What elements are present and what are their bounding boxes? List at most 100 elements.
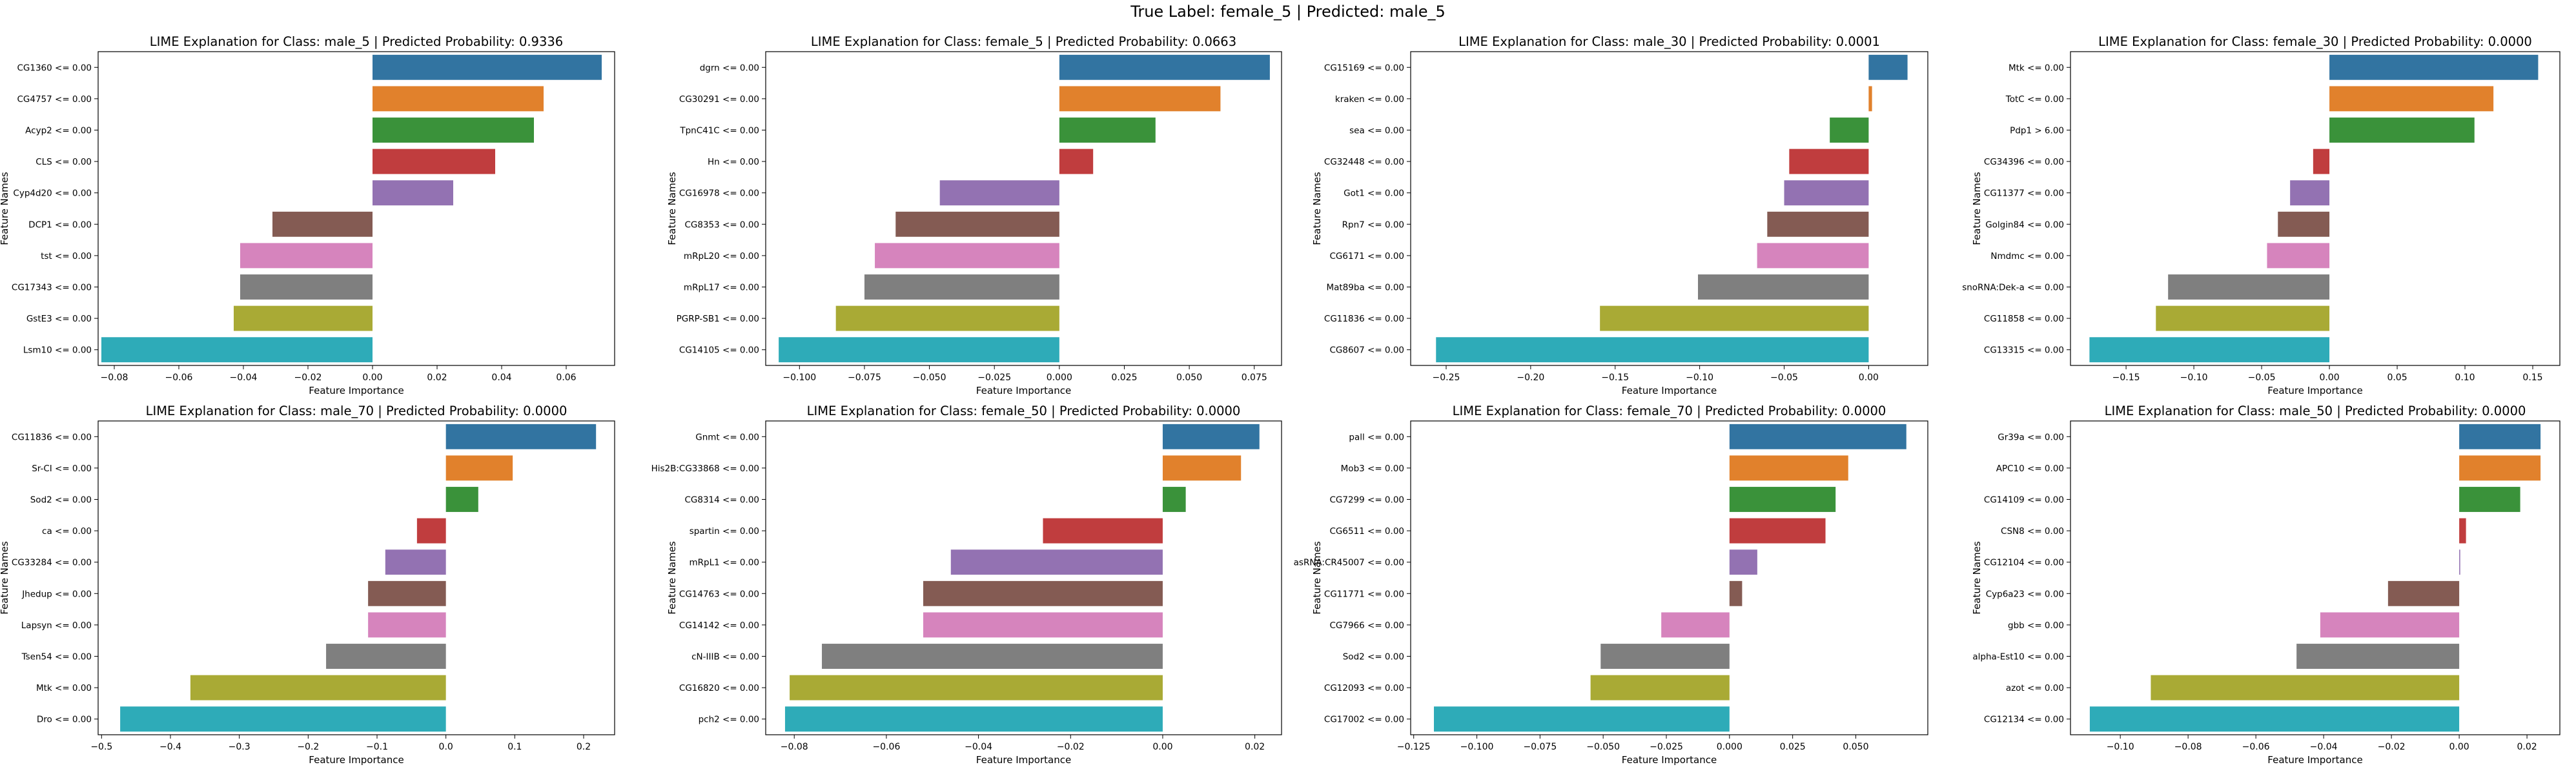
x-tick-label: −0.15 — [1601, 373, 1629, 383]
panel-title: LIME Explanation for Class: female_70 | … — [1453, 404, 1886, 418]
importance-bar — [1729, 549, 1757, 575]
lime-panel: LIME Explanation for Class: male_30 | Pr… — [1311, 34, 1928, 396]
y-tick-label: Golgin84 <= 0.00 — [1985, 220, 2064, 230]
importance-bar — [445, 424, 597, 449]
importance-bar — [416, 518, 446, 544]
y-tick-label: mRpL20 <= 0.00 — [684, 251, 759, 261]
x-tick-label: −0.2 — [297, 742, 319, 752]
importance-bar — [2296, 644, 2460, 669]
x-tick-label: 0.00 — [1152, 742, 1172, 752]
importance-bar — [445, 487, 478, 512]
importance-bar — [1059, 118, 1156, 143]
importance-bar — [2151, 675, 2460, 701]
y-tick-label: GstE3 <= 0.00 — [26, 314, 92, 324]
importance-bar — [445, 455, 513, 481]
y-tick-label: CG17002 <= 0.00 — [1324, 715, 1404, 725]
importance-bar — [1059, 86, 1221, 112]
x-tick-label: −0.04 — [2310, 742, 2338, 752]
importance-bar — [1789, 148, 1869, 174]
x-tick-label: 0.050 — [1843, 742, 1868, 752]
y-tick-label: mRpL17 <= 0.00 — [684, 283, 759, 293]
y-tick-label: Mat89ba <= 0.00 — [1327, 283, 1405, 293]
importance-bar — [2313, 148, 2330, 174]
y-tick-label: CG13315 <= 0.00 — [1984, 345, 2064, 356]
importance-bar — [234, 305, 373, 331]
y-tick-label: CG7966 <= 0.00 — [1329, 620, 1404, 631]
x-tick-label: −0.08 — [2174, 742, 2202, 752]
importance-bar — [784, 706, 1163, 732]
importance-bar — [2329, 118, 2475, 143]
y-tick-label: PGRP-SB1 <= 0.00 — [677, 314, 759, 324]
y-tick-label: Acyp2 <= 0.00 — [25, 126, 92, 136]
x-tick-label: −0.04 — [965, 742, 992, 752]
x-tick-label: −0.10 — [1686, 373, 1713, 383]
figure-suptitle: True Label: female_5 | Predicted: male_5 — [1130, 3, 1446, 21]
importance-bar — [923, 580, 1163, 606]
x-tick-label: 0.000 — [1047, 373, 1072, 383]
y-tick-label: mRpL1 <= 0.00 — [690, 558, 759, 568]
importance-bar — [895, 211, 1059, 237]
x-tick-label: 0.2 — [577, 742, 591, 752]
importance-bar — [2278, 211, 2330, 237]
y-tick-label: ca <= 0.00 — [42, 526, 92, 537]
x-tick-label: −0.20 — [1517, 373, 1544, 383]
x-tick-label: −0.125 — [1397, 742, 1431, 752]
y-tick-label: Jhedup <= 0.00 — [21, 589, 92, 599]
importance-bar — [1698, 274, 1869, 300]
y-tick-label: Gnmt <= 0.00 — [695, 432, 759, 442]
lime-panel: LIME Explanation for Class: male_50 | Pr… — [1971, 404, 2561, 766]
x-tick-label: −0.06 — [2242, 742, 2270, 752]
x-tick-label: 0.10 — [2455, 373, 2475, 383]
y-tick-label: CG14763 <= 0.00 — [679, 589, 759, 599]
importance-bar — [2267, 243, 2330, 269]
importance-bar — [1729, 580, 1743, 606]
x-tick-label: 0.025 — [1780, 742, 1806, 752]
y-tick-label: CG6171 <= 0.00 — [1329, 251, 1404, 261]
x-tick-label: −0.05 — [2248, 373, 2276, 383]
y-tick-label: CG7299 <= 0.00 — [1329, 495, 1404, 506]
y-axis-label: Feature Names — [1971, 172, 1983, 245]
y-tick-label: dgrn <= 0.00 — [700, 63, 759, 73]
y-axis-label: Feature Names — [0, 172, 10, 245]
importance-bar — [2290, 180, 2330, 206]
importance-bar — [1162, 424, 1260, 449]
importance-bar — [1729, 424, 1906, 449]
y-tick-label: alpha-Est10 <= 0.00 — [1972, 652, 2064, 662]
x-tick-label: −0.3 — [229, 742, 250, 752]
y-tick-label: Sod2 <= 0.00 — [1343, 652, 1404, 662]
importance-bar — [240, 274, 373, 300]
y-tick-label: Cyp4d20 <= 0.00 — [13, 189, 92, 199]
importance-bar — [923, 612, 1163, 638]
y-tick-label: Lapsyn <= 0.00 — [21, 620, 92, 631]
y-tick-label: APC10 <= 0.00 — [1996, 464, 2064, 474]
axes-frame — [2070, 420, 2561, 735]
x-tick-label: 0.00 — [362, 373, 382, 383]
importance-bar — [2459, 487, 2520, 512]
axes-frame — [765, 51, 1282, 366]
x-tick-label: 0.00 — [2449, 742, 2469, 752]
y-tick-label: CG33284 <= 0.00 — [12, 558, 92, 568]
importance-bar — [2156, 305, 2330, 331]
x-tick-label: −0.25 — [1433, 373, 1460, 383]
y-tick-label: Pdp1 > 6.00 — [2010, 126, 2064, 136]
y-tick-label: Mtk <= 0.00 — [36, 683, 92, 693]
importance-bar — [368, 612, 446, 638]
y-axis-label: Feature Names — [1311, 541, 1323, 615]
importance-bar — [1729, 487, 1836, 512]
importance-bar — [822, 644, 1163, 669]
x-tick-label: −0.075 — [848, 373, 881, 383]
x-tick-label: 0.00 — [2319, 373, 2339, 383]
y-tick-label: pall <= 0.00 — [1349, 432, 1404, 442]
importance-bar — [835, 305, 1059, 331]
y-axis-label: Feature Names — [0, 541, 10, 615]
y-tick-label: CG4757 <= 0.00 — [17, 94, 92, 105]
x-tick-label: −0.1 — [366, 742, 388, 752]
importance-bar — [1059, 148, 1094, 174]
importance-bar — [101, 337, 373, 363]
lime-panel: LIME Explanation for Class: female_5 | P… — [666, 34, 1282, 396]
axes-frame — [765, 420, 1282, 735]
x-tick-label: 0.05 — [2387, 373, 2407, 383]
y-tick-label: Mtk <= 0.00 — [2009, 63, 2064, 73]
y-tick-label: CSN8 <= 0.00 — [2001, 526, 2064, 537]
